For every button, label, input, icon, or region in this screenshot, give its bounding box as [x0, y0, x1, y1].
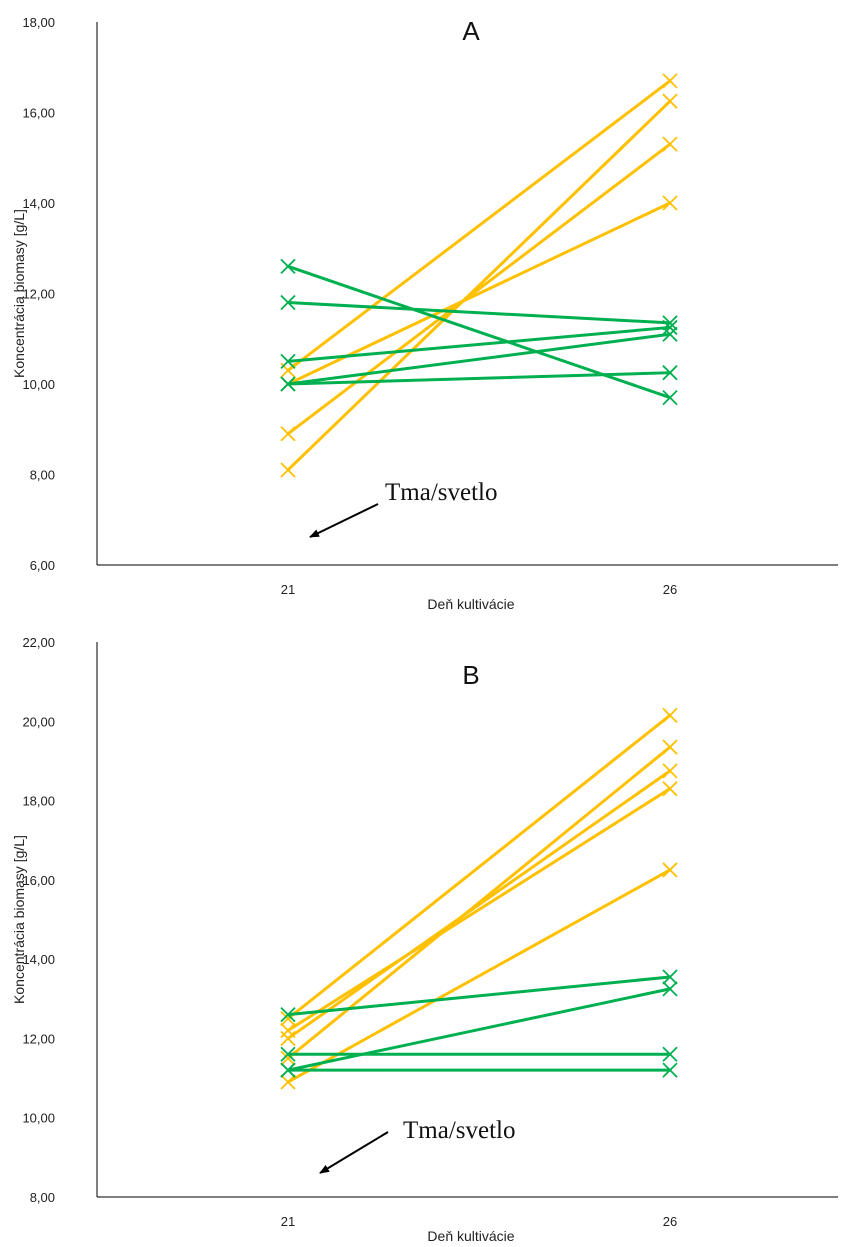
data-point-marker: [280, 376, 296, 392]
data-point-marker: [280, 1074, 296, 1090]
annotation-label: Tma/svetlo: [403, 1117, 515, 1144]
series-line: [286, 332, 672, 386]
series-line: [286, 769, 672, 1040]
panel-title: B: [462, 660, 479, 690]
series-line: [286, 142, 672, 436]
data-point-marker: [662, 739, 678, 755]
series-line: [286, 987, 672, 1072]
data-point-marker: [280, 294, 296, 311]
series-line: [286, 787, 672, 1032]
annotation-label: Tma/svetlo: [385, 479, 497, 506]
data-point-marker: [662, 73, 678, 89]
data-point-marker: [280, 258, 296, 274]
series-line: [286, 79, 672, 372]
data-point-marker: [280, 1030, 296, 1047]
y-tick-label: 14,00: [22, 196, 55, 211]
series-line: [286, 745, 672, 1060]
series-line: [286, 301, 672, 325]
data-point-marker: [662, 93, 678, 109]
data-point-marker: [662, 326, 678, 342]
data-point-marker: [662, 781, 678, 797]
data-point-marker: [662, 195, 678, 211]
data-point-marker: [280, 1007, 296, 1023]
annotation-arrow: [319, 1131, 389, 1174]
annotation-arrow: [309, 503, 379, 538]
x-tick-label: 21: [281, 582, 295, 597]
y-tick-label: 8,00: [30, 1190, 55, 1205]
y-tick-label: 12,00: [22, 1031, 55, 1046]
y-tick-label: 10,00: [22, 377, 55, 392]
data-point-marker: [662, 981, 678, 997]
series-line: [286, 201, 672, 386]
data-point-marker: [280, 353, 296, 370]
panel-title: A: [462, 16, 480, 46]
series-line: [286, 371, 672, 386]
series-line: [286, 325, 672, 363]
y-tick-label: 20,00: [22, 714, 55, 729]
y-tick-label: 16,00: [22, 106, 55, 121]
y-tick-label: 22,00: [22, 635, 55, 650]
y-tick-label: 8,00: [30, 468, 55, 483]
data-point-marker: [662, 319, 678, 336]
series-line: [286, 975, 672, 1017]
x-tick-label: 21: [281, 1214, 295, 1229]
data-point-marker: [280, 1022, 296, 1039]
y-axis-title: Koncentrácia biomasy [g/L]: [11, 835, 27, 1004]
y-tick-label: 12,00: [22, 287, 55, 302]
y-tick-label: 14,00: [22, 952, 55, 967]
data-point-marker: [280, 426, 296, 442]
y-tick-label: 16,00: [22, 873, 55, 888]
data-point-marker: [662, 136, 678, 152]
data-point-marker: [662, 389, 678, 406]
series-line: [286, 868, 672, 1084]
chart-panel-b: 8,00 10,00 12,00 14,00 16,00 18,00 20,00 22,00 2…: [11, 635, 838, 1244]
y-tick-label: 18,00: [22, 794, 55, 809]
series-line: [286, 99, 672, 472]
data-point-marker: [280, 1046, 296, 1062]
data-point-marker: [662, 1046, 678, 1062]
y-tick-label: 6,00: [30, 558, 55, 573]
data-point-marker: [662, 707, 678, 723]
series-line: [286, 713, 672, 1021]
y-axis-title: Koncentrácia biomasy [g/L]: [11, 209, 27, 378]
data-point-marker: [280, 1062, 296, 1078]
data-point-marker: [662, 969, 678, 985]
x-tick-label: 26: [663, 1214, 677, 1229]
x-axis-title: Deň kultivácie: [427, 596, 514, 612]
data-point-marker: [280, 462, 296, 478]
data-point-marker: [662, 862, 678, 878]
chart-panel-a: 6,00 8,00 10,00 12,00 14,00 16,00 18,00 21 26 Deň…: [11, 15, 838, 612]
data-point-marker: [662, 1062, 678, 1078]
y-tick-label: 10,00: [22, 1111, 55, 1126]
data-point-marker: [662, 763, 678, 779]
x-axis-title: Deň kultivácie: [427, 1228, 514, 1244]
y-tick-label: 18,00: [22, 15, 55, 30]
x-tick-label: 26: [663, 582, 677, 597]
data-point-marker: [662, 365, 678, 381]
